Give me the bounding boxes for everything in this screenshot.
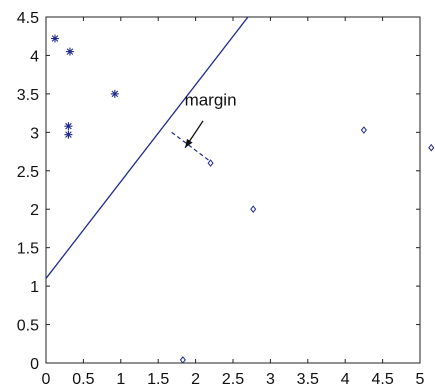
asterisk-stroke [65, 122, 72, 130]
x-tick-labels: 0 0.5 1 1.5 2 2.5 3 3.5 4 4.5 5 [42, 371, 425, 388]
y-tick-label: 3 [30, 125, 39, 142]
x-tick-label: 1.5 [147, 371, 169, 388]
y-tick-label: 2 [30, 202, 39, 219]
y-tick-labels: 0 0.5 1 1.5 2 2.5 3 3.5 4 4.5 [17, 10, 39, 373]
y-tick-label: 2.5 [17, 164, 39, 181]
x-tick-label: 1 [116, 371, 125, 388]
y-tick-label: 0 [30, 356, 39, 373]
decision-boundary-line [46, 17, 249, 279]
axes-frame [45, 16, 421, 364]
y-tick-label: 3.5 [17, 87, 39, 104]
asterisk-stroke [111, 90, 119, 98]
y-tick-label: 1.5 [17, 241, 39, 258]
x-tick-label: 0.5 [72, 371, 94, 388]
asterisk-point [65, 47, 74, 56]
y-tick-label: 4 [30, 48, 39, 65]
margin-dashed-line [171, 131, 211, 163]
x-tick-label: 5 [416, 371, 425, 388]
annotation-layer: margin [185, 90, 237, 149]
diamond-point [360, 126, 367, 134]
asterisk-point [50, 34, 59, 43]
asterisk-stroke [51, 35, 59, 42]
y-tick-label: 4.5 [17, 10, 39, 27]
diamond-point [428, 143, 435, 152]
x-tick-label: 3 [266, 371, 275, 388]
lines-layer [46, 17, 249, 279]
x-tick-label: 4 [341, 371, 350, 388]
x-tick-label: 2 [191, 371, 200, 388]
margin-label: margin [185, 90, 237, 109]
points-layer [50, 34, 435, 364]
asterisk-stroke [65, 131, 72, 138]
asterisk-point [64, 122, 73, 131]
asterisk-point [64, 130, 73, 139]
tick-marks [45, 16, 421, 364]
x-tick-label: 0 [42, 371, 51, 388]
diamond-point [250, 205, 257, 214]
asterisk-point [110, 89, 119, 98]
x-tick-label: 2.5 [222, 371, 244, 388]
y-tick-label: 0.5 [17, 318, 39, 335]
diamond-point [179, 356, 186, 364]
x-tick-label: 4.5 [371, 371, 393, 388]
diamond-point [207, 159, 214, 167]
annotation-arrow-head [185, 138, 193, 148]
x-tick-label: 3.5 [297, 371, 319, 388]
asterisk-stroke [66, 48, 74, 55]
y-tick-label: 1 [30, 279, 39, 296]
